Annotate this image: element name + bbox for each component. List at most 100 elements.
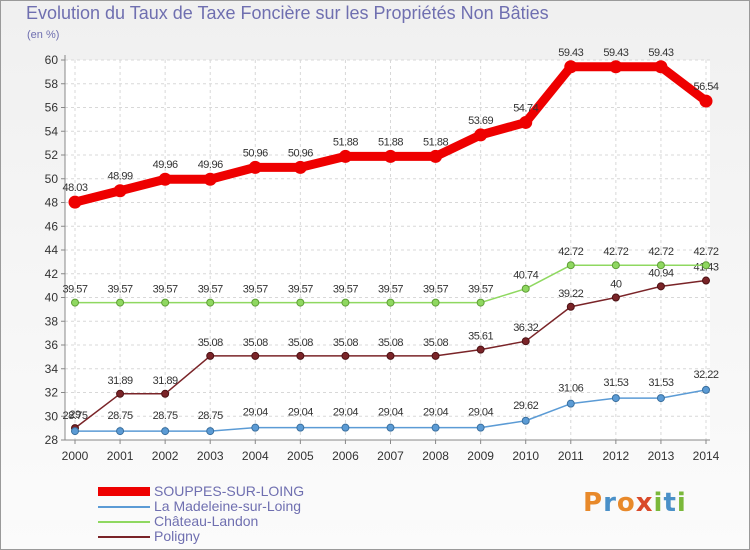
data-point — [161, 427, 170, 436]
data-point — [431, 351, 440, 360]
logo-letter: P — [583, 488, 604, 518]
data-point — [71, 427, 79, 436]
logo-letter: x — [635, 488, 654, 518]
data-label: 39.57 — [153, 284, 178, 296]
data-point — [702, 276, 710, 285]
data-label: 29.04 — [288, 407, 313, 419]
y-tick-label: 36 — [45, 338, 59, 352]
data-label: 50.96 — [288, 147, 313, 159]
y-tick-label: 52 — [45, 148, 59, 162]
x-tick-label: 2014 — [693, 449, 720, 463]
legend-label: La Madeleine-sur-Loing — [154, 498, 302, 514]
y-tick-label: 54 — [45, 124, 59, 138]
data-label: 59.43 — [648, 47, 673, 59]
data-label: 31.89 — [153, 375, 178, 387]
data-point — [341, 298, 350, 307]
data-point — [206, 298, 215, 307]
y-tick-label: 46 — [45, 219, 59, 233]
series-3: 29 31.89 31.89 35.08 35.08 35.08 35.08 35.08 35.… — [69, 262, 719, 433]
data-point — [161, 389, 170, 398]
x-tick-label: 2005 — [287, 449, 314, 463]
data-label: 35.08 — [288, 337, 313, 349]
series-0: 48.03 48.99 49.96 49.96 50.96 50.96 51.88 51.88… — [62, 47, 719, 209]
legend-swatch — [98, 487, 150, 496]
data-label: 53.69 — [468, 115, 493, 127]
data-label: 48.03 — [62, 182, 87, 194]
y-tick-label: 50 — [45, 172, 59, 186]
data-label: 31.06 — [558, 383, 583, 395]
data-point — [702, 261, 710, 270]
data-point — [68, 195, 82, 209]
data-point — [566, 399, 575, 408]
x-tick-label: 2012 — [603, 449, 630, 463]
data-label: 39.57 — [378, 284, 403, 296]
data-label: 39.57 — [468, 284, 493, 296]
data-label: 29.04 — [423, 407, 448, 419]
y-tick-label: 60 — [45, 53, 59, 67]
data-label: 50.96 — [243, 147, 268, 159]
data-point — [476, 298, 485, 307]
data-label: 42.72 — [648, 246, 673, 258]
data-point — [116, 298, 125, 307]
data-label: 40.94 — [648, 267, 673, 279]
data-point — [71, 298, 79, 307]
data-point — [702, 385, 710, 394]
y-tick-label: 34 — [45, 362, 59, 376]
data-point — [386, 423, 395, 432]
data-label: 40 — [610, 279, 622, 291]
data-point — [564, 60, 578, 74]
data-point — [521, 337, 530, 346]
data-point — [206, 351, 215, 360]
data-point — [429, 149, 443, 163]
data-label: 35.08 — [423, 337, 448, 349]
data-label: 28.75 — [108, 410, 133, 422]
y-tick-label: 30 — [45, 409, 59, 423]
x-tick-label: 2003 — [197, 449, 224, 463]
data-point — [656, 282, 665, 291]
data-label: 29.62 — [513, 400, 538, 412]
y-tick-label: 44 — [45, 243, 59, 257]
data-label: 59.43 — [558, 47, 583, 59]
data-point — [251, 351, 260, 360]
data-point — [519, 115, 533, 129]
data-point — [248, 160, 262, 174]
data-point — [341, 351, 350, 360]
data-label: 42.72 — [693, 246, 718, 258]
legend-swatch — [98, 506, 150, 508]
proxiti-logo: Proxiti — [583, 488, 687, 518]
data-point — [521, 284, 530, 293]
data-point — [474, 128, 488, 142]
data-label: 39.57 — [243, 284, 268, 296]
y-tick-label: 58 — [45, 77, 59, 91]
x-tick-label: 2008 — [422, 449, 449, 463]
data-label: 49.96 — [198, 159, 223, 171]
data-label: 28.75 — [62, 410, 87, 422]
data-point — [566, 261, 575, 270]
data-point — [476, 423, 485, 432]
logo-letter: i — [676, 488, 687, 518]
series-1: 28.75 28.75 28.75 28.75 29.04 29.04 29.04 29.04… — [62, 369, 719, 436]
data-label: 29.04 — [243, 407, 268, 419]
x-tick-label: 2006 — [332, 449, 359, 463]
data-point — [431, 423, 440, 432]
data-point — [476, 345, 485, 354]
data-point — [386, 351, 395, 360]
data-label: 31.89 — [108, 375, 133, 387]
x-tick-label: 2001 — [107, 449, 134, 463]
data-point — [656, 261, 665, 270]
data-label: 36.32 — [513, 322, 538, 334]
data-label: 51.88 — [333, 136, 358, 148]
y-tick-label: 40 — [45, 291, 59, 305]
x-tick-label: 2000 — [62, 449, 89, 463]
data-point — [251, 298, 260, 307]
data-point — [386, 298, 395, 307]
legend-label: Château-Landon — [154, 513, 259, 529]
legend-swatch — [98, 536, 150, 538]
y-tick-label: 38 — [45, 314, 59, 328]
legend-swatch — [98, 521, 150, 523]
y-tick-label: 32 — [45, 386, 59, 400]
data-point — [431, 298, 440, 307]
data-label: 39.57 — [198, 284, 223, 296]
data-label: 29 — [69, 409, 81, 421]
